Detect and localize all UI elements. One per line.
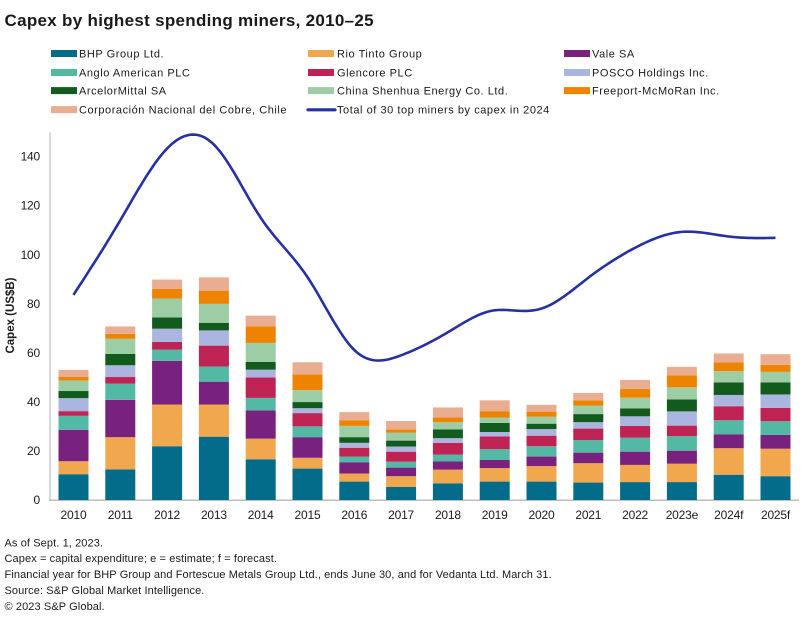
svg-text:China Shenhua Energy Co. Ltd.: China Shenhua Energy Co. Ltd. xyxy=(337,85,508,97)
svg-text:2024f: 2024f xyxy=(714,508,744,522)
svg-text:2020: 2020 xyxy=(529,508,555,522)
svg-text:2018: 2018 xyxy=(435,508,461,522)
svg-text:Capex (US$B): Capex (US$B) xyxy=(5,277,17,353)
svg-text:100: 100 xyxy=(21,248,41,262)
svg-text:2013: 2013 xyxy=(201,508,227,522)
svg-text:20: 20 xyxy=(27,444,40,458)
svg-text:Anglo American PLC: Anglo American PLC xyxy=(79,67,190,79)
svg-text:Total of 30 top miners by cape: Total of 30 top miners by capex in 2024 xyxy=(337,104,550,116)
svg-text:ArcelorMittal SA: ArcelorMittal SA xyxy=(79,85,167,97)
svg-text:2023e: 2023e xyxy=(666,508,699,522)
svg-text:2016: 2016 xyxy=(341,508,367,522)
svg-text:© 2023 S&P Global.: © 2023 S&P Global. xyxy=(5,601,105,613)
svg-text:BHP Group Ltd.: BHP Group Ltd. xyxy=(79,48,164,60)
svg-text:0: 0 xyxy=(34,493,41,507)
svg-text:2022: 2022 xyxy=(622,508,648,522)
svg-text:Capex = capital expenditure; e: Capex = capital expenditure; e = estimat… xyxy=(5,553,278,565)
svg-text:Glencore PLC: Glencore PLC xyxy=(337,67,413,79)
svg-text:As of Sept. 1, 2023.: As of Sept. 1, 2023. xyxy=(5,537,104,549)
svg-text:Rio Tinto Group: Rio Tinto Group xyxy=(337,48,422,60)
svg-text:Corporación Nacional del Cobre: Corporación Nacional del Cobre, Chile xyxy=(79,104,287,116)
svg-text:140: 140 xyxy=(21,150,41,164)
svg-text:Capex by highest spending mine: Capex by highest spending miners, 2010–2… xyxy=(5,11,374,30)
svg-text:2021: 2021 xyxy=(575,508,601,522)
svg-text:2017: 2017 xyxy=(388,508,414,522)
svg-text:2011: 2011 xyxy=(108,508,134,522)
svg-text:60: 60 xyxy=(27,346,40,360)
svg-text:120: 120 xyxy=(21,199,41,213)
svg-text:2015: 2015 xyxy=(295,508,321,522)
svg-text:2012: 2012 xyxy=(154,508,180,522)
svg-text:Financial year for BHP Group a: Financial year for BHP Group and Fortesc… xyxy=(5,569,552,581)
svg-text:POSCO Holdings Inc.: POSCO Holdings Inc. xyxy=(592,67,709,79)
svg-text:40: 40 xyxy=(27,395,40,409)
svg-text:2019: 2019 xyxy=(482,508,508,522)
svg-text:Source: S&P Global Market Inte: Source: S&P Global Market Intelligence. xyxy=(5,585,205,597)
svg-text:80: 80 xyxy=(27,297,40,311)
svg-text:2010: 2010 xyxy=(61,508,87,522)
svg-text:2025f: 2025f xyxy=(761,508,791,522)
svg-text:Vale SA: Vale SA xyxy=(592,48,635,60)
svg-text:2014: 2014 xyxy=(248,508,274,522)
svg-text:Freeport-McMoRan Inc.: Freeport-McMoRan Inc. xyxy=(592,85,720,97)
